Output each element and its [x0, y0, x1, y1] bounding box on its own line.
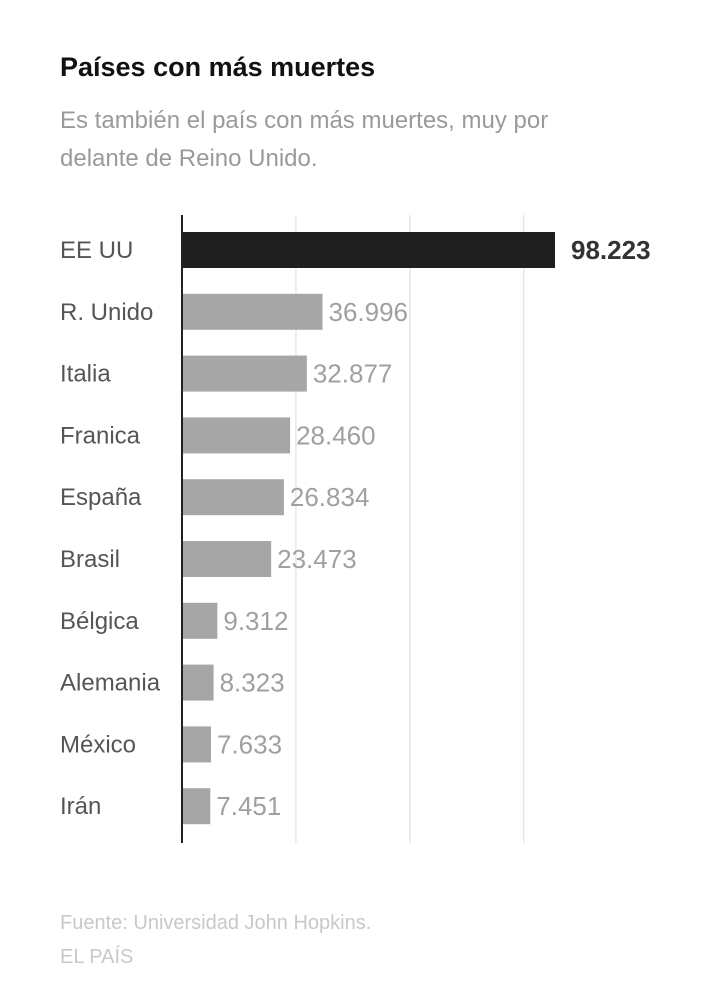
bar	[182, 664, 214, 701]
category-label: Franica	[60, 422, 141, 449]
value-label: 23.473	[277, 544, 357, 574]
bar	[182, 293, 323, 330]
category-label: Italia	[60, 361, 111, 388]
source-note: Fuente: Universidad John Hopkins.	[60, 912, 372, 934]
value-label: 28.460	[296, 420, 376, 450]
bar-chart: EE UU 98.223 R. Unido 36.996 Italia 32.877 Fra…	[60, 215, 651, 843]
bar	[182, 788, 211, 825]
value-label: 7.633	[217, 729, 282, 759]
value-label: 98.223	[571, 235, 651, 265]
category-label: Alemania	[60, 670, 161, 697]
category-label: Brasil	[60, 546, 120, 573]
category-label: Bélgica	[60, 608, 139, 635]
category-label: R. Unido	[60, 299, 153, 326]
category-label: España	[60, 484, 142, 511]
bar	[182, 232, 555, 268]
bar	[182, 541, 272, 577]
chart-title: Países con más muertes	[60, 52, 376, 82]
value-label: 7.451	[216, 791, 281, 821]
bar	[182, 417, 291, 454]
bar	[182, 602, 218, 639]
chart-subtitle: Es también el país con más muertes, muy …	[60, 107, 549, 172]
value-label: 9.312	[223, 606, 288, 636]
category-label: EE UU	[60, 237, 133, 264]
publisher-label: EL PAÍS	[60, 946, 134, 968]
bar	[182, 726, 211, 763]
category-label: Irán	[60, 793, 101, 820]
bar	[182, 479, 284, 516]
value-label: 36.996	[328, 297, 408, 327]
value-label: 26.834	[290, 482, 370, 512]
category-label: México	[60, 731, 136, 758]
value-label: 32.877	[313, 359, 393, 389]
value-label: 8.323	[220, 668, 285, 698]
bar	[182, 355, 307, 392]
